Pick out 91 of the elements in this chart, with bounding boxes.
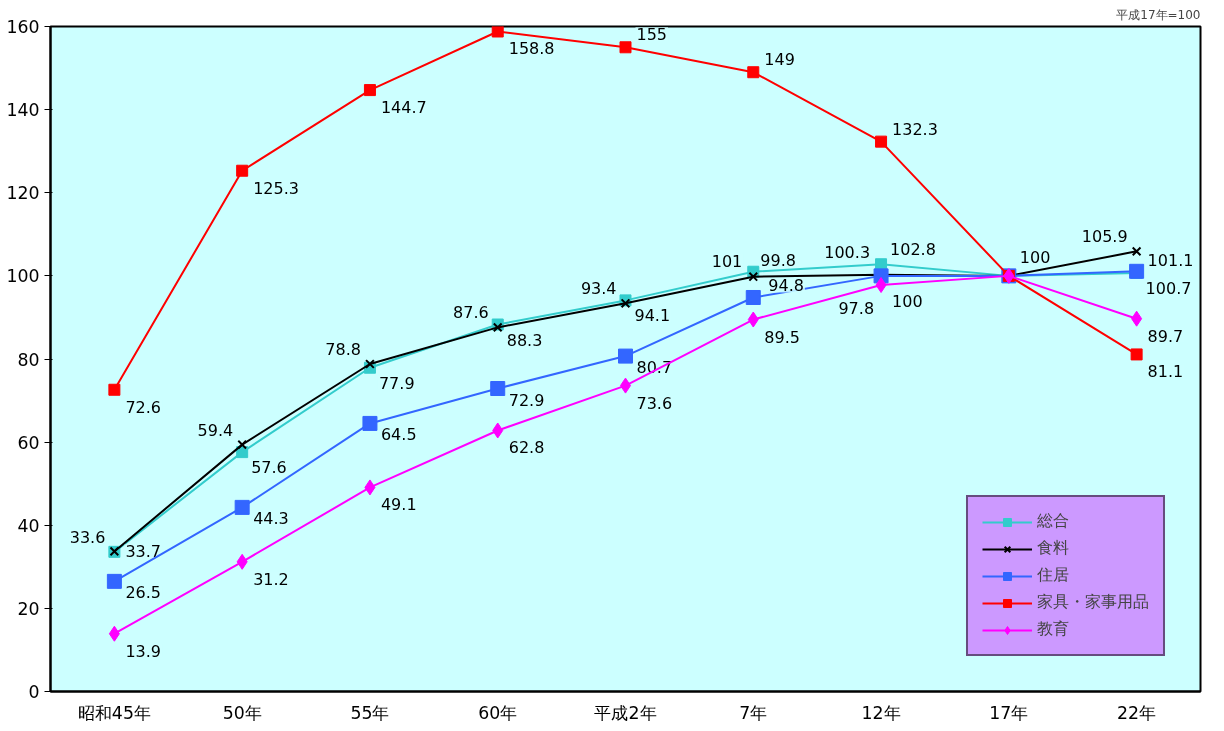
data-label: 144.7 [380, 98, 427, 118]
data-label: 73.6 [636, 393, 673, 413]
data-label: 99.8 [760, 250, 796, 270]
data-label: 158.8 [508, 39, 555, 59]
point [747, 66, 760, 79]
point [365, 359, 375, 369]
y-tick-label: 80 [17, 349, 40, 370]
x-tick-label: 55年 [350, 702, 390, 723]
point [492, 322, 503, 333]
data-label: 13.9 [125, 641, 162, 661]
data-label: 49.1 [380, 495, 417, 515]
data-label: 94.1 [634, 306, 671, 326]
y-tick-label: 120 [6, 183, 40, 204]
data-label: 100.7 [1145, 278, 1192, 298]
y-tick-label: 40 [17, 515, 40, 536]
point [108, 625, 120, 642]
data-label: 72.9 [508, 390, 545, 410]
data-label: 87.6 [453, 303, 489, 323]
point [491, 26, 504, 38]
y-tick-label: 100 [6, 266, 40, 287]
data-label: 155 [636, 25, 668, 45]
legend-label: 総合 [1037, 511, 1069, 532]
point [747, 311, 759, 328]
legend-label: 教育 [1037, 619, 1069, 640]
data-label: 101 [711, 251, 743, 271]
x-tick-label: 平成2年 [594, 702, 657, 723]
legend-label: 住居 [1037, 565, 1069, 586]
data-label: 72.6 [125, 397, 162, 417]
point [108, 383, 121, 396]
data-label: 81.1 [1147, 362, 1184, 382]
point [745, 289, 761, 305]
point [618, 348, 633, 364]
data-label: 78.8 [325, 339, 361, 359]
data-label: 97.8 [838, 299, 875, 319]
point [106, 573, 122, 589]
data-label: 132.3 [892, 119, 938, 139]
point [236, 164, 249, 177]
point [237, 439, 248, 450]
legend-label: 家具・家事用品 [1037, 592, 1149, 613]
point [1131, 310, 1143, 327]
y-tick-label: 20 [17, 598, 40, 619]
data-label: 33.7 [125, 542, 162, 562]
y-tick-label: 140 [6, 100, 40, 121]
data-label: 57.6 [251, 458, 287, 478]
point [1131, 246, 1142, 257]
x-tick-label: 50年 [222, 702, 262, 723]
y-tick-label: 60 [17, 432, 40, 453]
point [490, 381, 506, 397]
x-tick-label: 22年 [1117, 702, 1157, 723]
point [1130, 348, 1143, 361]
y-tick-label: 160 [6, 17, 40, 37]
data-label: 93.4 [580, 279, 617, 299]
point [236, 553, 248, 570]
data-label: 149 [764, 50, 795, 70]
x-tick-label: 7年 [739, 702, 768, 723]
data-label: 33.6 [69, 527, 106, 547]
data-label: 100.3 [824, 242, 871, 262]
data-label: 125.3 [253, 178, 299, 198]
data-label: 89.7 [1147, 326, 1184, 346]
data-label: 94.8 [768, 276, 804, 296]
data-label: 100 [1019, 247, 1051, 267]
x-tick-label: 12年 [861, 702, 901, 723]
point [363, 84, 376, 97]
text: 平成17年=100 [1116, 7, 1201, 22]
data-label: 64.5 [380, 425, 417, 445]
point [875, 135, 888, 148]
data-label: 101.1 [1147, 251, 1194, 271]
data-label: 59.4 [197, 420, 234, 440]
data-label: 102.8 [890, 240, 936, 260]
point [362, 415, 378, 431]
data-label: 77.9 [378, 373, 415, 393]
point [364, 479, 376, 496]
data-label: 26.5 [125, 583, 162, 603]
point [875, 277, 887, 294]
point [234, 499, 250, 515]
data-label: 88.3 [506, 330, 543, 350]
y-tick-label: 0 [28, 682, 40, 702]
data-label: 105.9 [1081, 227, 1128, 247]
data-label: 62.8 [508, 438, 545, 458]
data-label: 31.2 [253, 569, 289, 589]
point [619, 41, 632, 54]
data-label: 44.3 [253, 509, 289, 529]
data-label: 100 [892, 291, 923, 311]
data-label: 89.5 [764, 327, 800, 347]
point [492, 422, 504, 439]
point [620, 298, 631, 309]
x-tick-label: 昭和45年 [77, 702, 151, 723]
legend-label: 食料 [1037, 538, 1069, 559]
x-tick-label: 60年 [478, 702, 518, 723]
point [748, 271, 759, 282]
x-tick-label: 17年 [989, 702, 1029, 723]
